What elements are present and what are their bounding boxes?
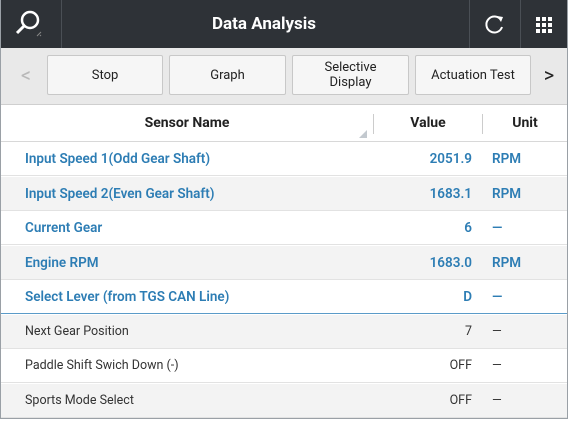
table-header: Sensor Name Value Unit [1,105,567,142]
selective-display-button[interactable]: Selective Display [292,55,409,95]
column-divider [482,114,483,134]
sensor-value: OFF [449,392,472,408]
title: Data Analysis [211,14,317,34]
graph-button[interactable]: Graph [169,55,286,95]
sensor-name: Select Lever (from TGS CAN Line) [25,289,230,305]
column-divider [373,114,374,134]
sensor-unit: — [492,289,503,305]
sensor-unit: — [492,220,503,236]
next-button[interactable]: > [543,63,555,87]
search-icon [15,10,42,37]
app: Data Analysis < Stop Graph Selective Dis… [0,0,568,419]
column-header[interactable]: Value [410,115,446,131]
sensor-name: Next Gear Position [25,323,129,339]
toolbar: < Stop Graph Selective Display Actuation… [1,48,567,105]
sensor-value: 1683.1 [429,185,472,202]
sensor-name: Input Speed 1(Odd Gear Shaft) [25,151,211,167]
sensor-value: 7 [464,323,472,339]
sensor-name: Current Gear [25,220,103,236]
menu-button[interactable] [520,0,567,48]
sensor-value: 1683.0 [429,254,472,271]
sensor-unit: — [492,392,502,408]
sort-indicator [359,130,367,138]
sensor-unit: — [492,323,502,339]
sensor-unit: RPM [492,185,522,202]
sensor-name: Sports Mode Select [25,392,134,408]
grid-icon [536,17,552,33]
stop-button[interactable]: Stop [47,55,163,95]
table-row[interactable]: Current Gear 6 — [1,211,567,245]
sensor-unit: RPM [492,254,522,271]
table-row[interactable]: Engine RPM 1683.0 RPM [1,245,567,280]
sensor-value: OFF [449,358,472,373]
sensor-value: 6 [464,220,472,236]
table-row[interactable]: Select Lever (from TGS CAN Line) D — [1,280,567,314]
prev-button[interactable]: < [20,63,32,87]
sensor-unit: — [492,358,502,373]
sensor-name: Engine RPM [25,254,99,271]
table-row[interactable]: Input Speed 1(Odd Gear Shaft) 2051.9 RPM [1,142,567,176]
sensor-name: Input Speed 2(Even Gear Shaft) [25,185,215,202]
refresh-button[interactable] [469,0,521,48]
table-row[interactable]: Paddle Shift Swich Down (-) OFF — [1,349,567,383]
search-button[interactable] [1,0,62,48]
column-header[interactable]: Unit [512,115,538,131]
sensor-name: Paddle Shift Swich Down (-) [25,358,179,373]
refresh-icon [485,15,503,34]
table-row[interactable]: Next Gear Position 7 — [1,314,567,349]
sensor-unit: RPM [492,151,522,167]
actuation-test-button[interactable]: Actuation Test [415,55,531,95]
table-row[interactable]: Sports Mode Select OFF — [1,383,567,418]
sensor-value: 2051.9 [429,151,472,167]
header: Data Analysis [1,0,567,48]
table-row[interactable]: Input Speed 2(Even Gear Shaft) 1683.1 RPM [1,176,567,211]
column-header[interactable]: Sensor Name [144,115,230,131]
sensor-value: D [463,289,472,305]
